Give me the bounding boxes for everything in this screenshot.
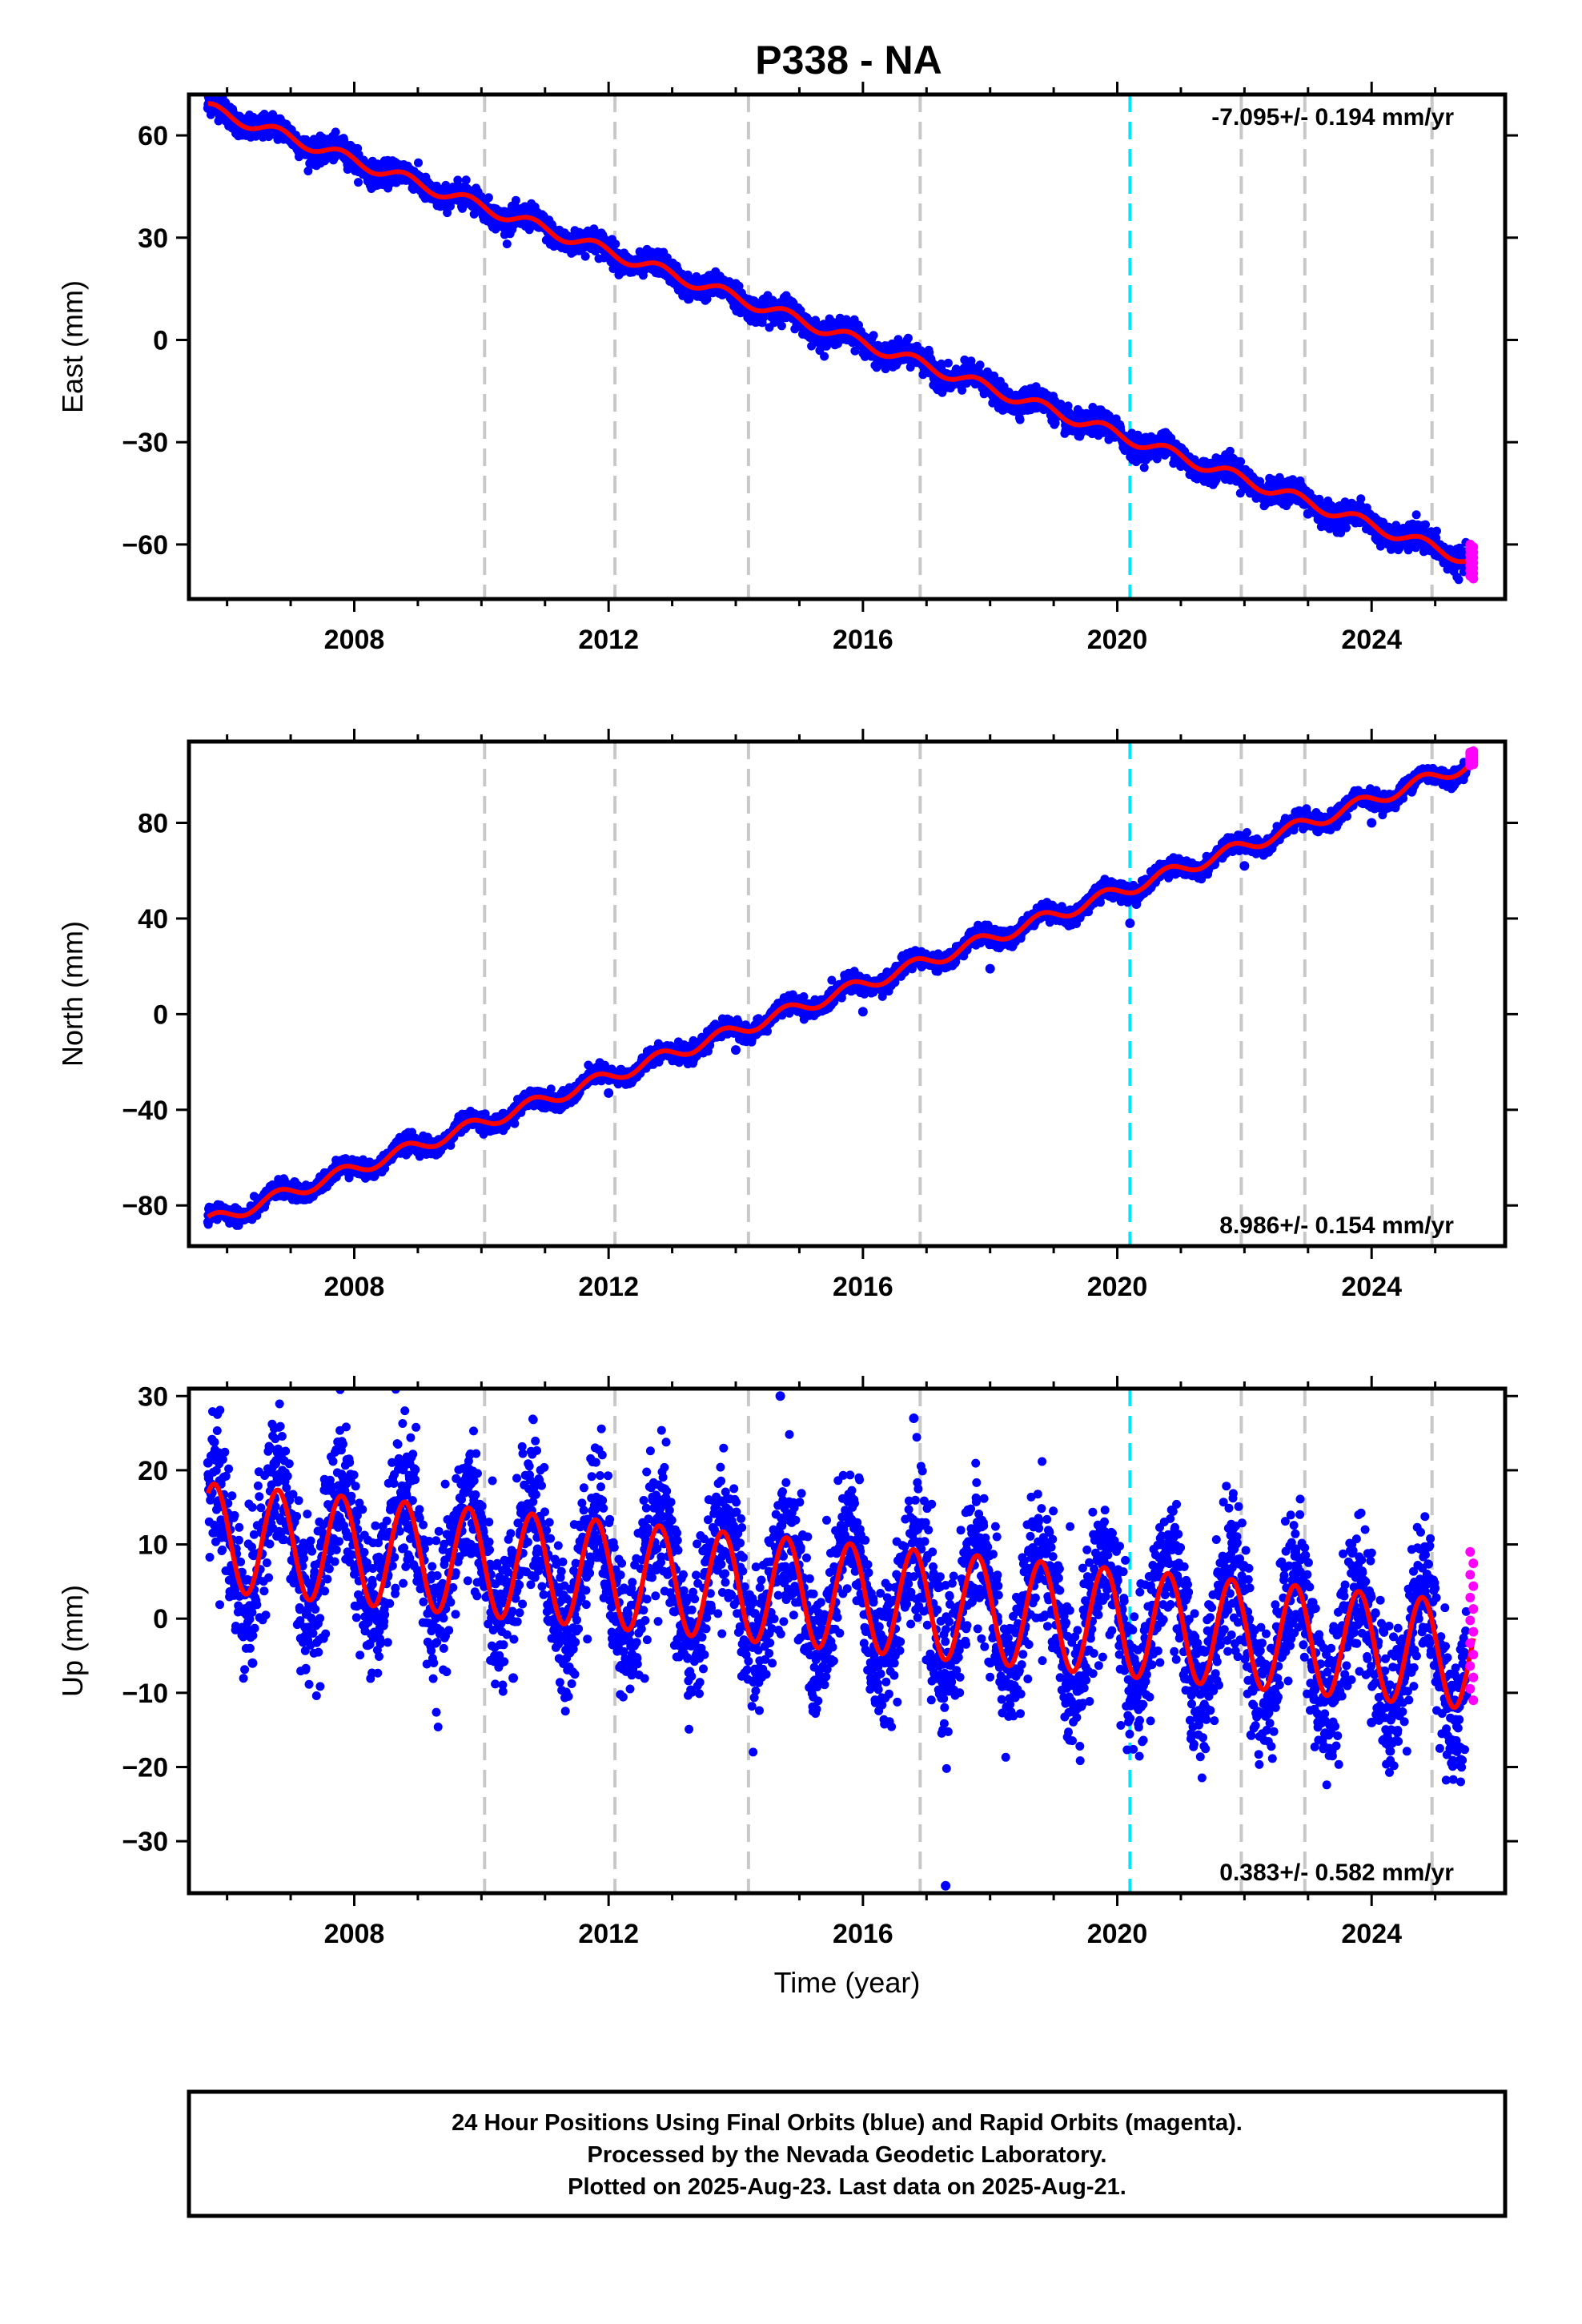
x-tick-label: 2016 [833, 625, 893, 655]
y-axis-label: East (mm) [56, 280, 89, 413]
final-orbit-point [941, 1881, 950, 1891]
y-tick-label: −40 [122, 1096, 168, 1126]
y-axis-label: Up (mm) [56, 1585, 89, 1697]
final-orbit-point [1239, 861, 1249, 870]
final-orbit-point [1303, 509, 1313, 519]
final-orbit-point [1456, 1755, 1465, 1764]
y-tick-label: 60 [138, 121, 168, 151]
model-fit-line [208, 761, 1474, 1216]
x-tick-label: 2016 [833, 1272, 893, 1302]
x-tick-label: 2020 [1087, 1919, 1148, 1949]
x-tick-label: 2020 [1087, 625, 1148, 655]
y-tick-label: 30 [138, 223, 168, 254]
x-axis-label: Time (year) [774, 1966, 921, 1999]
rapid-orbit-point [1465, 1547, 1475, 1557]
x-tick-label: 2024 [1341, 1919, 1402, 1949]
x-tick-label: 2012 [578, 625, 639, 655]
y-tick-label: −30 [122, 428, 168, 458]
velocity-rate-label: 8.986+/- 0.154 mm/yr [1219, 1212, 1454, 1239]
footer-line-2: Processed by the Nevada Geodetic Laborat… [588, 2142, 1107, 2168]
x-tick-label: 2016 [833, 1919, 893, 1949]
rapid-orbit-point [1465, 1570, 1475, 1579]
y-tick-label: 0 [153, 1604, 168, 1634]
y-tick-label: −20 [122, 1753, 168, 1783]
rapid-orbit-point [1465, 1593, 1475, 1602]
y-tick-label: 30 [138, 1381, 168, 1412]
y-tick-label: 20 [138, 1456, 168, 1486]
x-tick-label: 2008 [324, 1272, 385, 1302]
final-orbit-point [731, 1045, 741, 1055]
final-orbit-point [1125, 919, 1134, 928]
y-tick-label: −10 [122, 1679, 168, 1709]
final-orbit-point [858, 1007, 868, 1016]
x-tick-label: 2008 [324, 1919, 385, 1949]
footer-line-1: 24 Hour Positions Using Final Orbits (bl… [452, 2110, 1243, 2136]
rapid-orbit-point [1468, 573, 1478, 583]
rapid-orbit-point [1468, 1650, 1478, 1659]
y-tick-label: 10 [138, 1530, 168, 1561]
final-orbit-point [1367, 818, 1376, 828]
final-orbit-point [1291, 1547, 1300, 1557]
y-tick-label: 80 [138, 809, 168, 839]
rapid-orbit-point [1468, 1604, 1478, 1614]
final-orbit-point [986, 964, 995, 974]
rapid-orbit-point [1468, 1627, 1478, 1637]
x-tick-label: 2024 [1341, 625, 1402, 655]
y-tick-label: 40 [138, 904, 168, 935]
y-tick-label: 0 [153, 999, 168, 1030]
north-panel: 2008 2012 2016 2020 2024 80 40 0 −40 −80 North (mm… [56, 729, 1518, 1302]
final-orbit-point [203, 1217, 213, 1227]
final-orbit-point [776, 1391, 785, 1401]
plot-area [203, 1376, 1478, 1893]
x-tick-label: 2008 [324, 625, 385, 655]
rapid-orbit-point [1468, 1695, 1478, 1705]
rapid-orbit-point [1468, 1582, 1478, 1591]
final-orbit-point [604, 1088, 613, 1098]
final-orbit-point [1131, 899, 1141, 909]
rapid-orbit-point [1468, 1673, 1478, 1683]
y-tick-label: −80 [122, 1191, 168, 1221]
final-orbit-point [508, 1673, 518, 1683]
y-tick-label: 0 [153, 325, 168, 356]
x-tick-label: 2012 [578, 1272, 639, 1302]
final-orbit-point [476, 1124, 486, 1134]
y-axis-label: North (mm) [56, 921, 89, 1067]
model-fit-line [208, 103, 1474, 561]
rapid-orbit-point [1468, 746, 1478, 756]
rapid-orbit-point [1468, 1558, 1478, 1568]
plot-area [203, 742, 1478, 1246]
velocity-rate-label: -7.095+/- 0.194 mm/yr [1211, 104, 1454, 131]
east-panel: 2008 2012 2016 2020 2024 60 30 0 −30 −60 East (mm)… [56, 82, 1518, 655]
y-tick-label: −30 [122, 1827, 168, 1857]
velocity-rate-label: 0.383+/- 0.582 mm/yr [1219, 1860, 1454, 1886]
figure-title: P338 - NA [755, 38, 942, 82]
x-tick-label: 2020 [1087, 1272, 1148, 1302]
rapid-orbit-point [1465, 1615, 1475, 1625]
rapid-orbit-point [1465, 1638, 1475, 1648]
up-panel: 2008 2012 2016 2020 2024 30 20 10 0 −10 −20 −30 Up (… [56, 1376, 1518, 1949]
footer-line-3: Plotted on 2025-Aug-23. Last data on 202… [568, 2174, 1126, 2200]
final-orbit-point [1176, 461, 1186, 471]
final-orbit-point [203, 1458, 213, 1468]
final-orbit-point [247, 1659, 257, 1668]
final-orbit-cloud [203, 90, 1471, 585]
final-orbit-point [909, 1413, 918, 1423]
rapid-orbit-point [1465, 1684, 1475, 1694]
x-tick-label: 2024 [1341, 1272, 1402, 1302]
y-tick-label: −60 [122, 530, 168, 561]
final-orbit-point [1367, 1718, 1376, 1727]
rapid-orbit-point [1465, 1661, 1475, 1671]
x-tick-label: 2012 [578, 1919, 639, 1949]
plot-area [203, 90, 1478, 600]
